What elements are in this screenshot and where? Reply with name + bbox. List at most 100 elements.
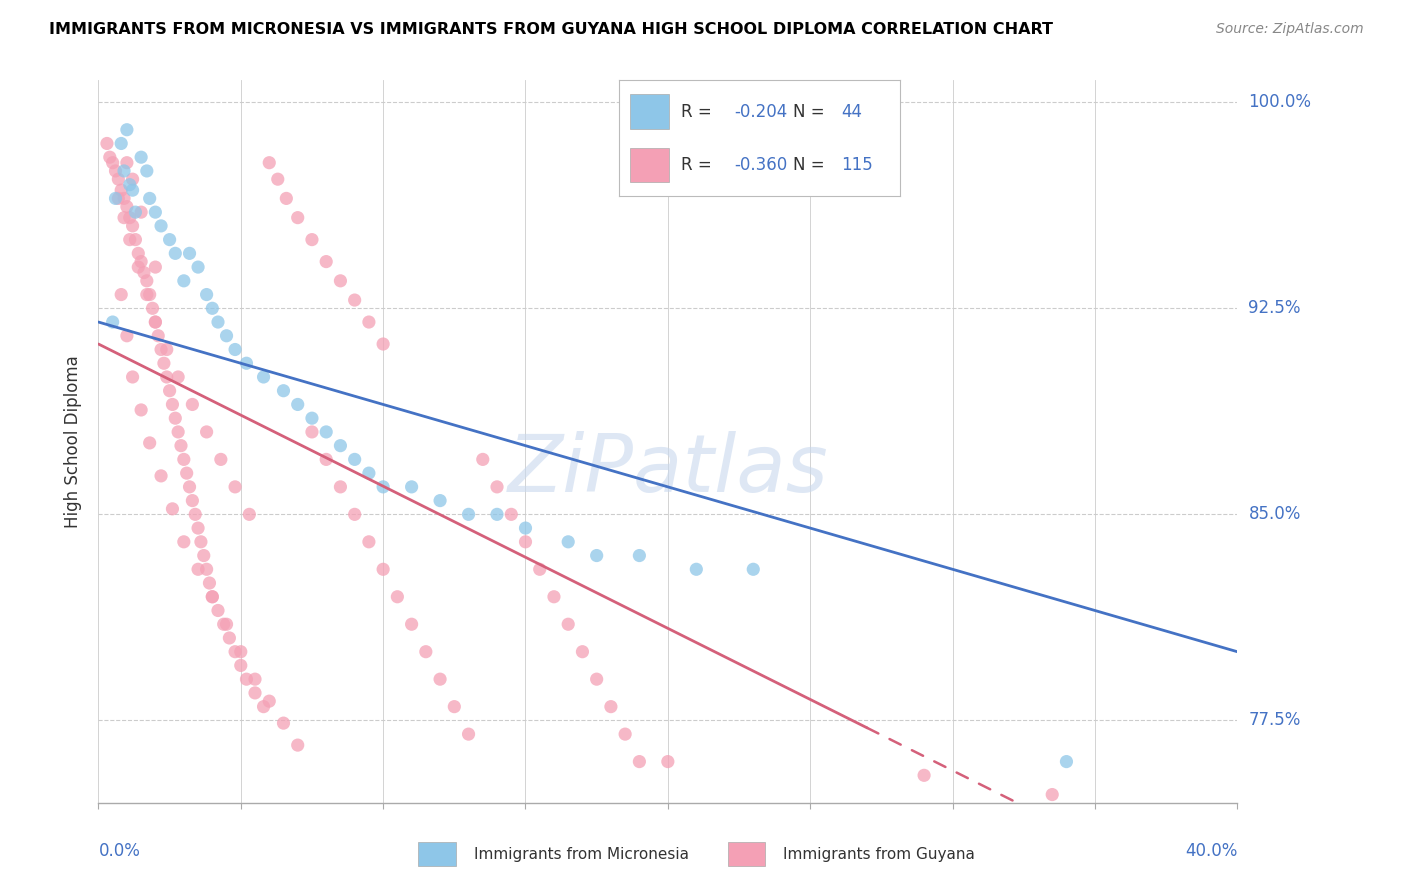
- Point: [148, 328, 170, 343]
- Point: [229, 645, 252, 659]
- Point: [443, 699, 465, 714]
- Point: [115, 122, 138, 136]
- Point: [329, 439, 352, 453]
- Point: [252, 370, 274, 384]
- Point: [215, 328, 238, 343]
- Point: [107, 191, 129, 205]
- Point: [243, 686, 266, 700]
- Point: [195, 425, 218, 439]
- Point: [167, 425, 190, 439]
- Point: [212, 617, 235, 632]
- Point: [159, 384, 181, 398]
- Point: [287, 211, 309, 225]
- Point: [600, 699, 623, 714]
- Point: [101, 315, 124, 329]
- Point: [145, 315, 167, 329]
- Point: [343, 452, 366, 467]
- Point: [101, 155, 124, 169]
- Point: [276, 191, 298, 205]
- Point: [259, 694, 281, 708]
- Point: [167, 370, 190, 384]
- Point: [224, 480, 246, 494]
- Point: [329, 274, 352, 288]
- Point: [187, 562, 209, 576]
- Point: [243, 672, 266, 686]
- Point: [235, 672, 257, 686]
- Point: [357, 466, 380, 480]
- Point: [628, 549, 651, 563]
- Point: [343, 508, 366, 522]
- Point: [173, 452, 195, 467]
- Text: 100.0%: 100.0%: [1249, 94, 1312, 112]
- Point: [129, 205, 152, 219]
- Point: [912, 768, 935, 782]
- Text: 85.0%: 85.0%: [1249, 506, 1301, 524]
- Point: [415, 645, 437, 659]
- Point: [145, 315, 167, 329]
- Text: Source: ZipAtlas.com: Source: ZipAtlas.com: [1216, 22, 1364, 37]
- Point: [252, 699, 274, 714]
- Point: [529, 562, 551, 576]
- Point: [585, 672, 607, 686]
- Point: [215, 617, 238, 632]
- Point: [135, 287, 157, 301]
- Text: N =: N =: [793, 156, 830, 174]
- Text: R =: R =: [681, 103, 717, 120]
- Point: [1056, 755, 1078, 769]
- FancyBboxPatch shape: [728, 842, 765, 866]
- Point: [110, 183, 132, 197]
- Point: [184, 508, 207, 522]
- Point: [135, 164, 157, 178]
- Point: [187, 260, 209, 274]
- Point: [429, 672, 451, 686]
- Point: [179, 246, 201, 260]
- Text: 40.0%: 40.0%: [1185, 842, 1237, 860]
- Point: [138, 287, 160, 301]
- Point: [235, 356, 257, 370]
- Point: [121, 183, 143, 197]
- Text: 115: 115: [841, 156, 873, 174]
- Point: [141, 301, 163, 316]
- Point: [179, 480, 201, 494]
- Text: -0.204: -0.204: [734, 103, 787, 120]
- Text: 0.0%: 0.0%: [98, 842, 141, 860]
- Point: [557, 534, 579, 549]
- Point: [112, 211, 135, 225]
- Point: [273, 384, 295, 398]
- Point: [138, 191, 160, 205]
- Point: [162, 397, 184, 411]
- Point: [98, 150, 121, 164]
- Point: [96, 136, 118, 151]
- Point: [207, 315, 229, 329]
- Text: 92.5%: 92.5%: [1249, 300, 1301, 318]
- Point: [198, 576, 221, 591]
- Point: [742, 562, 765, 576]
- Point: [150, 468, 173, 483]
- Point: [267, 172, 290, 186]
- Point: [110, 136, 132, 151]
- Point: [301, 233, 323, 247]
- Point: [150, 343, 173, 357]
- Point: [145, 205, 167, 219]
- Point: [162, 501, 184, 516]
- Point: [685, 562, 707, 576]
- Point: [129, 254, 152, 268]
- Point: [614, 727, 637, 741]
- Point: [187, 521, 209, 535]
- Point: [118, 211, 141, 225]
- Point: [176, 466, 198, 480]
- Point: [457, 508, 479, 522]
- Point: [115, 200, 138, 214]
- Point: [329, 480, 352, 494]
- Point: [301, 411, 323, 425]
- Point: [121, 370, 143, 384]
- FancyBboxPatch shape: [630, 147, 669, 182]
- Point: [124, 205, 146, 219]
- Point: [173, 274, 195, 288]
- Point: [165, 411, 187, 425]
- Point: [401, 617, 423, 632]
- Point: [110, 287, 132, 301]
- Point: [112, 164, 135, 178]
- Point: [486, 508, 509, 522]
- Point: [193, 549, 215, 563]
